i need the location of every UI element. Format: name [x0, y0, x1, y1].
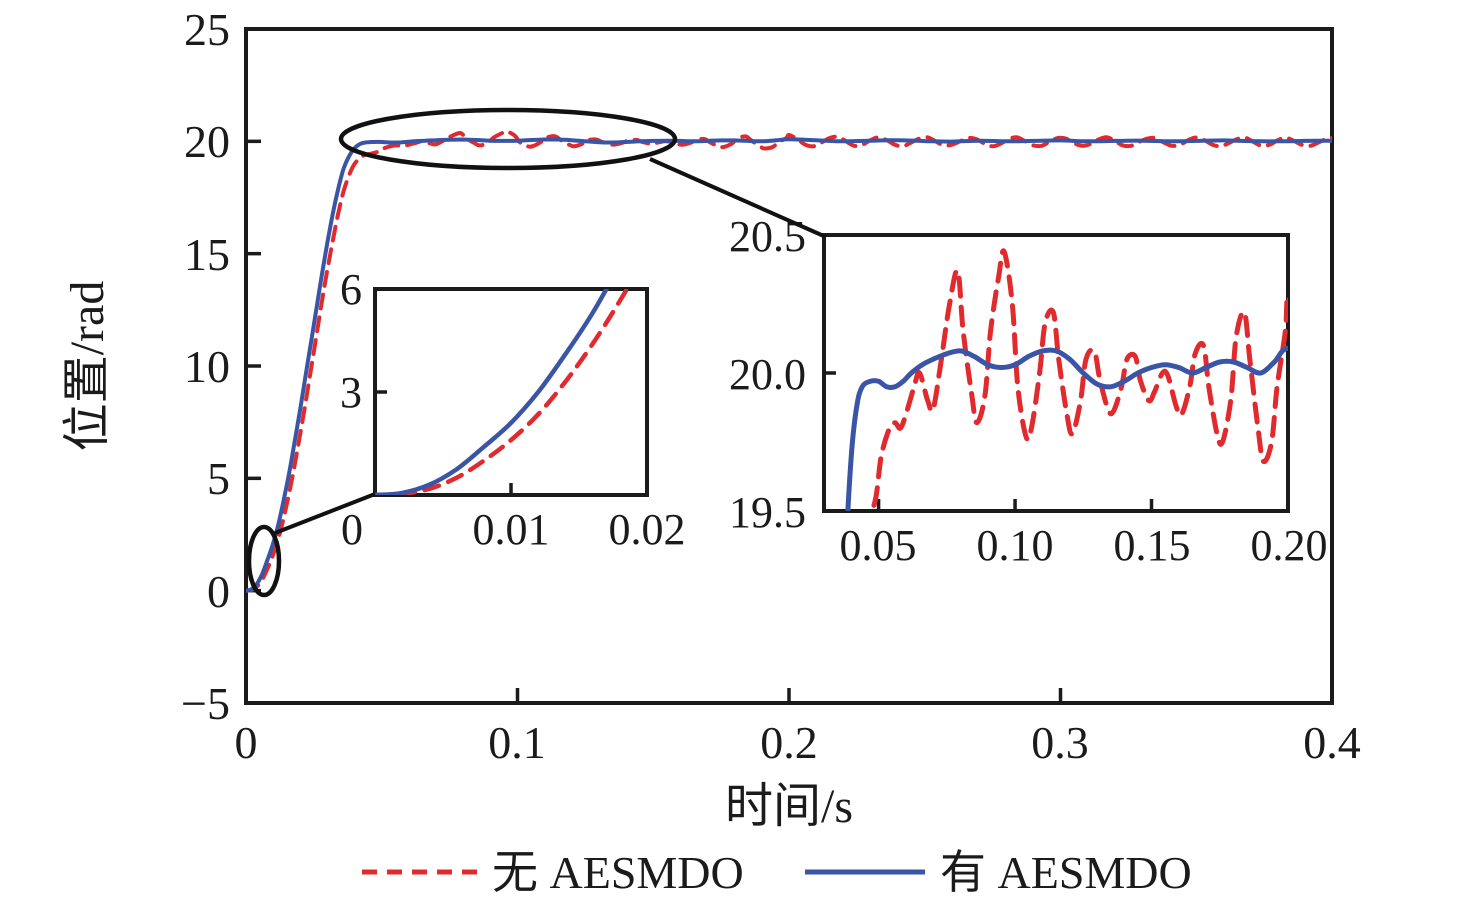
main-xtick-label: 0.1	[488, 717, 546, 768]
inset-steady-ytick-label: 20.5	[729, 212, 806, 261]
inset-steady-ytick-label: 20.0	[729, 350, 806, 399]
inset-steady-xtick-label: 0.05	[840, 521, 917, 570]
steady-region-ellipse	[338, 107, 678, 171]
steady-callout-line	[649, 157, 827, 239]
steady-curve-with-aesmdo	[845, 345, 1288, 511]
inset-rise-ytick-label: 6	[340, 265, 362, 314]
inset-steady-ytick-label: 19.5	[729, 488, 806, 537]
steady-curve-without-aesmdo	[869, 248, 1288, 511]
main-axes-ticks	[244, 27, 1334, 705]
inset-rise-xtick-label: 0.01	[473, 505, 550, 554]
inset-rise-origin-label: 0	[341, 505, 363, 554]
inset-rise-ytick-label: 3	[340, 368, 362, 417]
legend-label-with-aesmdo: 有 AESMDO	[940, 847, 1192, 898]
main-xtick-label: 0.3	[1031, 717, 1089, 768]
main-curve-with-aesmdo	[246, 137, 1332, 593]
inset-steady-ticks	[824, 233, 1154, 513]
inset-steady-xtick-label: 0.20	[1251, 521, 1328, 570]
inset-steady-series-group	[845, 248, 1288, 511]
main-ytick-label: 15	[184, 229, 230, 280]
main-xtick-label: 0.4	[1303, 717, 1361, 768]
main-ytick-label: 10	[184, 341, 230, 392]
inset-rise-xtick-label: 0.02	[609, 505, 686, 554]
main-ytick-label: 25	[184, 4, 230, 55]
inset-rise-box	[373, 287, 649, 497]
inset-steady-box	[822, 233, 1290, 513]
legend-label-without-aesmdo: 无 AESMDO	[492, 847, 744, 898]
main-ytick-label: 20	[184, 116, 230, 167]
inset-steady-xtick-label: 0.10	[977, 521, 1054, 570]
main-ytick-label: −5	[181, 678, 230, 729]
origin-region-ellipse	[246, 524, 282, 598]
main-series-group	[246, 129, 1332, 593]
origin-callout-line	[274, 492, 376, 535]
inset-steady-xtick-label: 0.15	[1114, 521, 1191, 570]
main-ytick-label: 5	[207, 453, 230, 504]
main-xtick-label: 0.2	[760, 717, 818, 768]
y-axis-label: 位置/rad	[61, 281, 114, 452]
main-ytick-label: 0	[207, 566, 230, 617]
x-axis-label: 时间/s	[725, 780, 853, 833]
legend: 无 AESMDO 有 AESMDO	[362, 847, 1192, 898]
main-xtick-label: 0	[235, 717, 258, 768]
